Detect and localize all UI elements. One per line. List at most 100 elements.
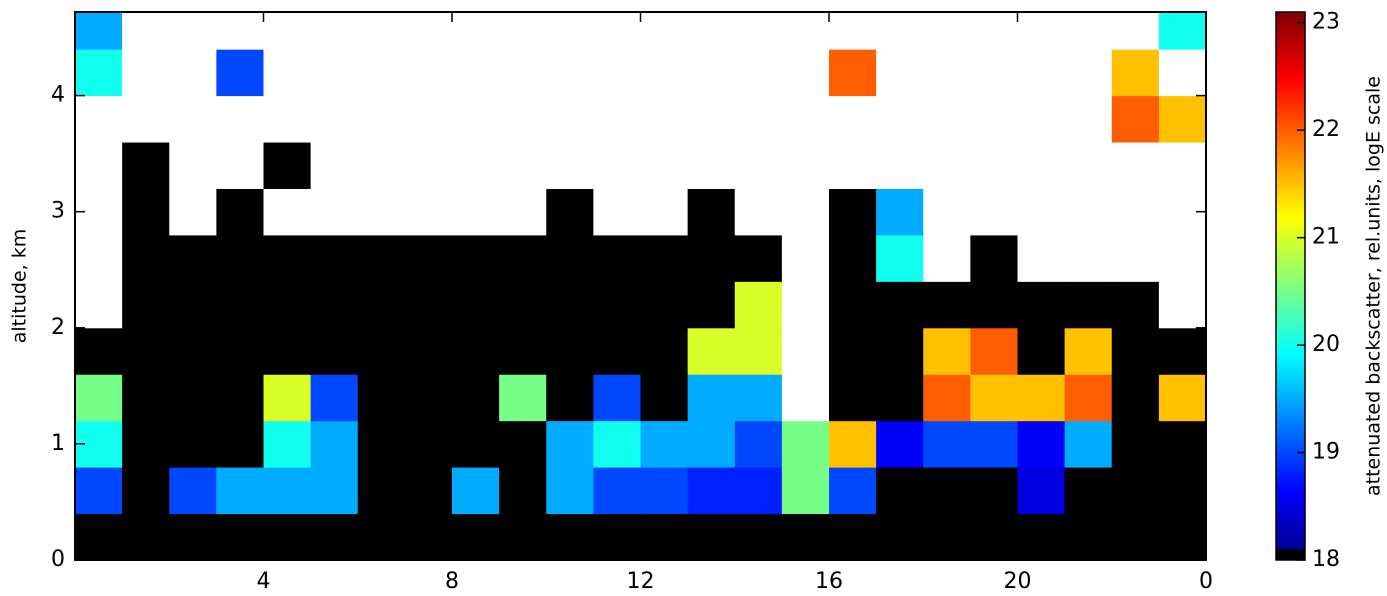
heatmap-cell — [1064, 281, 1113, 329]
heatmap-cell — [1017, 49, 1066, 97]
heatmap-cell — [781, 234, 830, 282]
heatmap-cell — [1111, 188, 1160, 236]
heatmap-cell — [781, 420, 830, 468]
heatmap-cell — [1017, 142, 1066, 189]
heatmap-cell — [357, 142, 406, 189]
heatmap-cell — [1111, 281, 1160, 329]
heatmap-cell — [546, 467, 594, 515]
heatmap-cell — [876, 49, 924, 97]
heatmap-cell — [122, 327, 170, 375]
heatmap-cell — [829, 327, 877, 375]
heatmap-cell — [734, 49, 783, 97]
heatmap-cell — [1017, 467, 1066, 515]
heatmap-cell — [640, 12, 689, 50]
heatmap-cell — [310, 188, 359, 236]
heatmap-cell — [829, 95, 877, 143]
heatmap-cell — [310, 234, 359, 282]
heatmap-cell — [310, 420, 359, 468]
heatmap-cell — [876, 327, 924, 375]
heatmap-cell — [122, 95, 170, 143]
heatmap-cell — [876, 234, 924, 282]
heatmap-cell — [263, 467, 312, 515]
heatmap-cell — [263, 49, 312, 97]
heatmap-cell — [687, 49, 736, 97]
heatmap-cell — [75, 142, 123, 189]
heatmap-cell — [546, 49, 594, 97]
heatmap-cell — [452, 374, 500, 422]
heatmap-cell — [75, 95, 123, 143]
heatmap-cell — [404, 234, 453, 282]
heatmap-cell — [970, 374, 1018, 422]
heatmap-cell — [970, 234, 1018, 282]
heatmap-cell — [1017, 513, 1066, 560]
heatmap-cell — [263, 12, 312, 50]
heatmap-cell — [640, 188, 689, 236]
colorbar-tick-label: 23 — [1312, 10, 1340, 35]
heatmap-cell — [687, 420, 736, 468]
heatmap-cell — [1111, 142, 1160, 189]
heatmap-cell — [499, 420, 547, 468]
heatmap-cell — [404, 374, 453, 422]
heatmap-cell — [169, 327, 217, 375]
heatmap-cell — [216, 467, 264, 515]
heatmap-cell — [357, 12, 406, 50]
heatmap-cell — [499, 12, 547, 50]
heatmap-cell — [310, 49, 359, 97]
heatmap-cell — [1064, 95, 1113, 143]
heatmap-cell — [1111, 234, 1160, 282]
heatmap-cell — [263, 420, 312, 468]
heatmap-cell — [169, 142, 217, 189]
heatmap-cell — [734, 420, 783, 468]
heatmap-cell — [687, 12, 736, 50]
heatmap-cell — [1017, 95, 1066, 143]
heatmap-cell — [923, 188, 971, 236]
heatmap-cell — [781, 281, 830, 329]
heatmap-cell — [546, 420, 594, 468]
heatmap-cell — [1064, 420, 1113, 468]
heatmap-cell — [970, 467, 1018, 515]
heatmap-cell — [499, 142, 547, 189]
heatmap-cell — [546, 142, 594, 189]
heatmap-cell — [1064, 49, 1113, 97]
heatmap-cell — [122, 49, 170, 97]
heatmap-cell — [734, 374, 783, 422]
heatmap-cell — [1064, 12, 1113, 50]
heatmap-cell — [1064, 142, 1113, 189]
heatmap-cell — [357, 327, 406, 375]
heatmap-cell — [216, 95, 264, 143]
heatmap-cell — [357, 467, 406, 515]
heatmap-cell — [640, 234, 689, 282]
heatmap-cell — [1111, 420, 1160, 468]
heatmap-cell — [216, 49, 264, 97]
colorbar-tick-label: 18 — [1312, 547, 1340, 572]
heatmap-cell — [923, 234, 971, 282]
heatmap-cell — [546, 12, 594, 50]
heatmap-cell — [357, 234, 406, 282]
heatmap-cell — [499, 327, 547, 375]
heatmap-cell — [1017, 281, 1066, 329]
heatmap-cell — [169, 234, 217, 282]
heatmap-cell — [404, 327, 453, 375]
heatmap-cell — [1017, 327, 1066, 375]
heatmap-cell — [876, 467, 924, 515]
heatmap-cell — [216, 12, 264, 50]
heatmap-cell — [923, 49, 971, 97]
heatmap-cell — [1158, 513, 1206, 560]
heatmap-cell — [452, 49, 500, 97]
heatmap-cell — [169, 281, 217, 329]
x-tick-label: 20 — [1004, 569, 1032, 594]
heatmap-cell — [169, 95, 217, 143]
heatmap-cell — [122, 281, 170, 329]
heatmap-cell — [263, 188, 312, 236]
heatmap-cell — [1064, 188, 1113, 236]
heatmap-cell — [452, 467, 500, 515]
heatmap-cell — [829, 188, 877, 236]
heatmap-cell — [640, 327, 689, 375]
heatmap-cell — [404, 513, 453, 560]
heatmap-cell — [357, 420, 406, 468]
heatmap-cell — [781, 374, 830, 422]
heatmap-cell — [923, 420, 971, 468]
colorbar-tick-label: 22 — [1312, 117, 1340, 142]
heatmap-cell — [499, 513, 547, 560]
